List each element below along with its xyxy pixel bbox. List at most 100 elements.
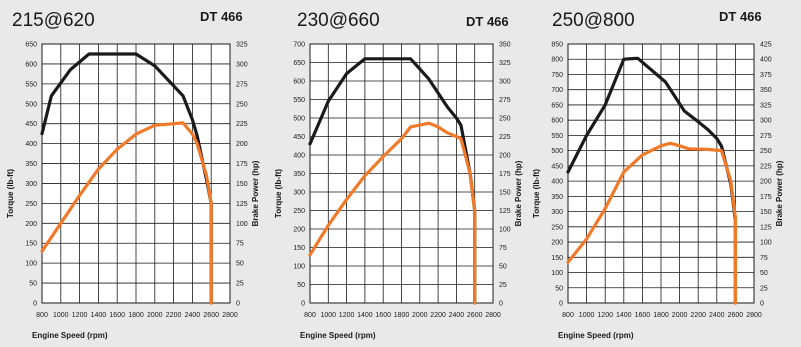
y-left-tick-label: 350 [293, 171, 305, 178]
x-tick-label: 2200 [430, 312, 446, 319]
x-axis-label: Engine Speed (rpm) [32, 331, 108, 340]
y-left-axis-label: Torque (lb-ft) [274, 169, 283, 219]
engine-model-label: DT 466 [466, 14, 509, 29]
y-left-tick-label: 400 [551, 179, 563, 186]
y-left-tick-label: 250 [25, 201, 37, 208]
x-tick-label: 1200 [339, 312, 355, 319]
y-right-tick-label: 375 [760, 72, 772, 79]
x-tick-label: 1400 [616, 312, 632, 319]
power-curve [308, 121, 477, 305]
x-tick-label: 2000 [672, 312, 688, 319]
x-tick-label: 1800 [394, 312, 410, 319]
chart-panel-2: 800 1000 1200 1400 1600 1800 2000 2200 2400 2600 2… [274, 10, 523, 340]
y-left-tick-label: 650 [293, 60, 305, 67]
y-right-tick-label: 50 [499, 264, 507, 271]
y-left-tick-label: 300 [293, 190, 305, 197]
x-tick-label: 2600 [203, 312, 219, 319]
x-tick-label: 2600 [728, 312, 744, 319]
y-left-tick-label: 0 [33, 301, 37, 308]
y-right-tick-label: 125 [499, 208, 511, 215]
y-right-tick-label: 100 [236, 221, 248, 228]
y-left-tick-label: 650 [551, 102, 563, 109]
y-right-tick-label: 325 [760, 102, 772, 109]
y-right-tick-label: 225 [760, 163, 772, 170]
y-left-tick-label: 450 [25, 121, 37, 128]
y-left-tick-label: 350 [25, 161, 37, 168]
y-left-tick-label: 600 [293, 79, 305, 86]
y-right-tick-label: 250 [236, 101, 248, 108]
y-right-tick-label: 75 [760, 255, 768, 262]
y-left-tick-label: 50 [555, 285, 563, 292]
x-tick-label: 1800 [128, 312, 144, 319]
y-left-tick-label: 250 [551, 224, 563, 231]
x-tick-label: 2400 [449, 312, 465, 319]
y-right-tick-label: 150 [760, 209, 772, 216]
y-right-tick-label: 75 [499, 245, 507, 252]
y-right-tick-label: 100 [499, 227, 511, 234]
plot-frame [41, 43, 231, 304]
power-curve [566, 141, 738, 305]
y-left-tick-label: 800 [551, 57, 563, 64]
x-tick-label: 2200 [166, 312, 182, 319]
y-left-tick-label: 250 [293, 208, 305, 215]
y-right-tick-label: 175 [760, 194, 772, 201]
x-tick-label: 1600 [375, 312, 391, 319]
y-left-tick-label: 500 [551, 148, 563, 155]
y-left-tick-label: 350 [551, 194, 563, 201]
y-left-tick-label: 100 [551, 270, 563, 277]
x-tick-label: 1600 [109, 312, 125, 319]
y-left-tick-label: 50 [297, 282, 305, 289]
y-right-tick-label: 75 [236, 241, 244, 248]
y-left-tick-label: 0 [559, 301, 563, 308]
y-left-tick-label: 200 [25, 221, 37, 228]
y-left-tick-label: 500 [293, 116, 305, 123]
y-right-tick-label: 0 [760, 301, 764, 308]
engine-model-label: DT 466 [200, 9, 243, 24]
y-right-tick-label: 200 [236, 141, 248, 148]
y-right-tick-label: 175 [236, 161, 248, 168]
y-right-tick-label: 300 [499, 79, 511, 86]
y-left-tick-label: 100 [293, 264, 305, 271]
x-tick-label: 1000 [579, 312, 595, 319]
y-right-tick-label: 350 [499, 42, 511, 49]
x-tick-label: 800 [304, 312, 316, 319]
y-left-tick-label: 0 [301, 301, 305, 308]
x-tick-label: 2400 [709, 312, 725, 319]
y-right-tick-label: 275 [760, 133, 772, 140]
y-right-tick-label: 150 [236, 181, 248, 188]
y-left-tick-label: 50 [29, 281, 37, 288]
x-tick-label: 1600 [635, 312, 651, 319]
y-left-tick-label: 550 [25, 81, 37, 88]
y-left-tick-label: 600 [551, 118, 563, 125]
chart-title: 250@800 [552, 10, 635, 31]
y-right-tick-label: 125 [760, 224, 772, 231]
y-right-tick-label: 100 [760, 240, 772, 247]
power-curve [40, 121, 213, 305]
y-left-tick-label: 550 [551, 133, 563, 140]
y-right-tick-label: 150 [499, 190, 511, 197]
y-right-tick-label: 400 [760, 57, 772, 64]
y-left-tick-label: 500 [25, 101, 37, 108]
x-tick-label: 2800 [222, 312, 238, 319]
y-right-tick-label: 25 [760, 285, 768, 292]
y-left-axis-label: Torque (lb-ft) [6, 169, 15, 219]
y-left-tick-label: 150 [25, 241, 37, 248]
y-left-tick-label: 400 [25, 141, 37, 148]
y-left-tick-label: 450 [551, 163, 563, 170]
x-tick-label: 2600 [467, 312, 483, 319]
y-left-tick-label: 300 [25, 181, 37, 188]
y-left-tick-label: 400 [293, 153, 305, 160]
y-right-tick-label: 25 [236, 281, 244, 288]
x-tick-label: 2800 [746, 312, 762, 319]
y-right-tick-label: 0 [236, 301, 240, 308]
y-right-tick-label: 275 [236, 81, 248, 88]
y-right-tick-label: 225 [499, 134, 511, 141]
x-tick-label: 1400 [357, 312, 373, 319]
y-right-axis-label: Brake Power (hp) [251, 160, 260, 226]
x-axis-label: Engine Speed (rpm) [300, 331, 376, 340]
y-left-tick-label: 650 [25, 42, 37, 49]
y-right-tick-label: 250 [760, 148, 772, 155]
y-right-tick-label: 325 [236, 42, 248, 49]
y-left-tick-label: 100 [25, 261, 37, 268]
